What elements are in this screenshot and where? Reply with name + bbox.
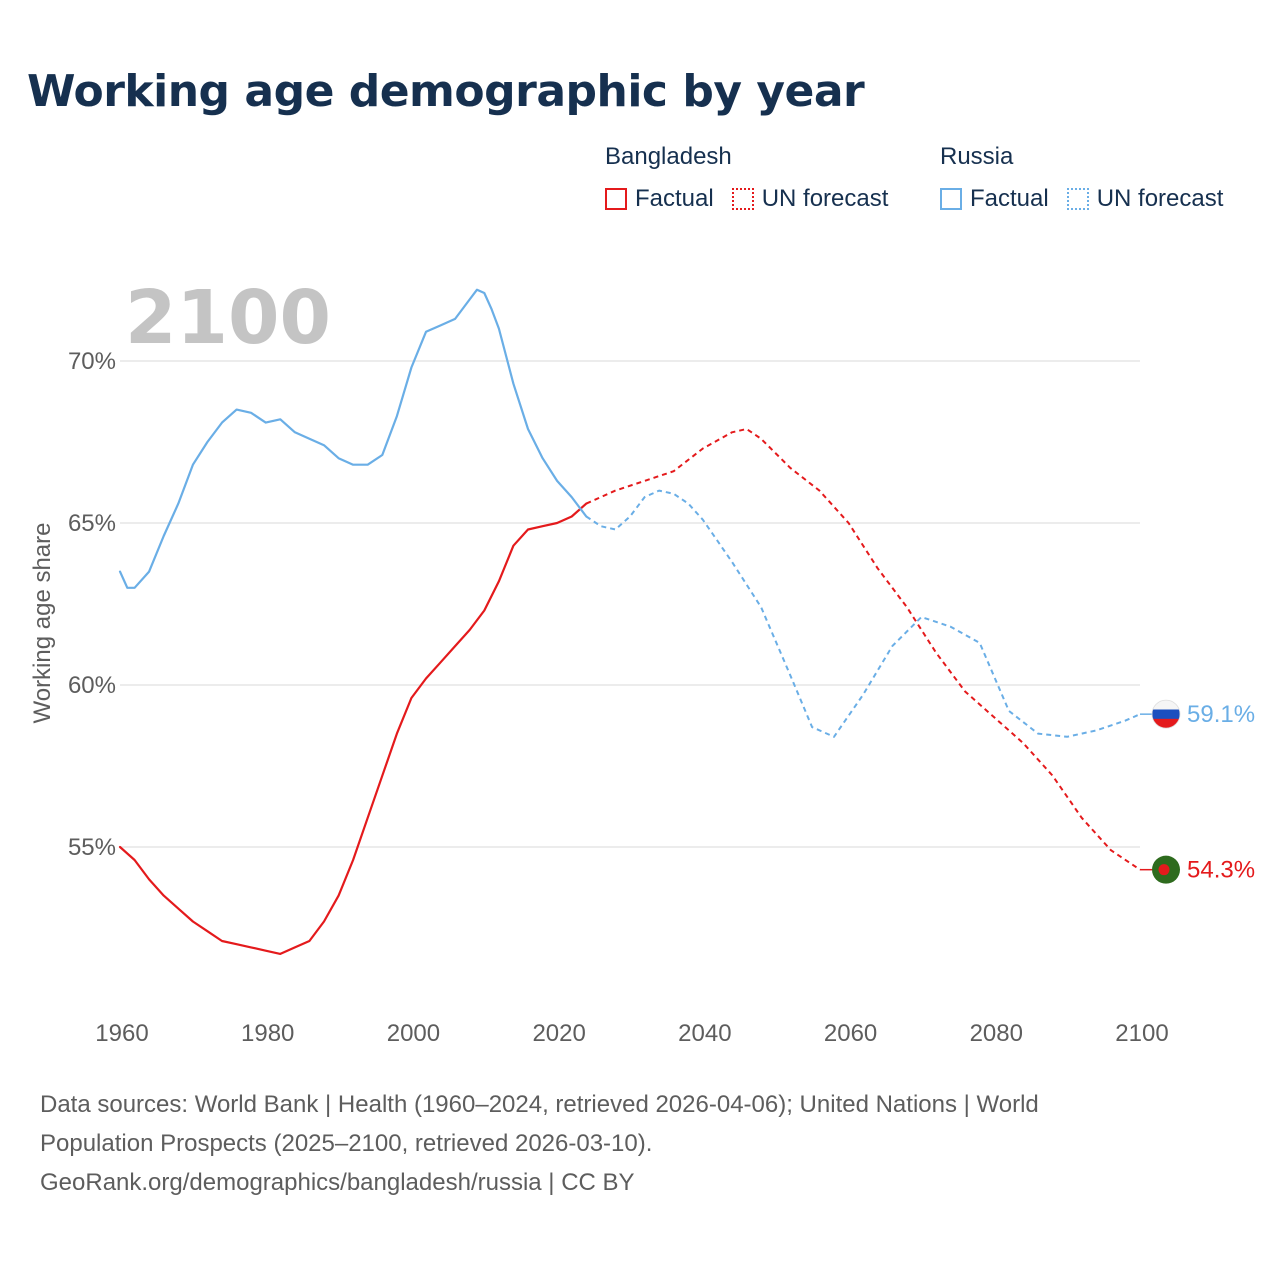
end-value-label-russia: 59.1% xyxy=(1187,701,1255,728)
y-axis: 55% 60% 65% 70% xyxy=(68,348,116,861)
legend-swatch-solid xyxy=(605,188,627,210)
legend-swatch-dotted xyxy=(731,188,754,210)
legend-item-bangladesh-factual[interactable]: Factual xyxy=(605,185,714,213)
flag-stripe xyxy=(1152,709,1180,720)
legend-swatch-solid xyxy=(940,188,962,210)
legend-group-label: Bangladesh xyxy=(605,143,732,170)
year-watermark: 2100 xyxy=(125,275,331,361)
x-tick-label: 2080 xyxy=(970,1020,1023,1047)
series xyxy=(118,288,1141,955)
y-axis-label: Working age share xyxy=(29,523,56,724)
footer-credit: GeoRank.org/demographics/bangladesh/russ… xyxy=(40,1169,635,1196)
x-tick-label: 2020 xyxy=(532,1020,585,1047)
x-tick-label: 2040 xyxy=(678,1020,731,1047)
legend-group-russia: Russia Factual UN forecast xyxy=(940,142,1241,214)
flag-stripe xyxy=(1152,718,1180,729)
flag-outline xyxy=(1151,699,1181,729)
chart-title: Working age demographic by year xyxy=(27,66,865,117)
y-tick-label: 65% xyxy=(68,510,116,537)
x-tick-label: 2060 xyxy=(824,1020,877,1047)
legend-item-label: Factual xyxy=(635,185,714,212)
footer-sources-line-1: Data sources: World Bank | Health (1960–… xyxy=(40,1091,1039,1118)
y-tick-label: 60% xyxy=(68,672,116,699)
legend-item-russia-factual[interactable]: Factual xyxy=(940,185,1049,213)
flag-disc xyxy=(1158,864,1170,876)
legend-item-label: Factual xyxy=(970,185,1049,212)
x-tick-label: 1980 xyxy=(241,1020,294,1047)
legend-group-label: Russia xyxy=(940,143,1014,170)
flag-stripe xyxy=(1152,700,1180,710)
x-axis: 1960 1980 2000 2020 2040 2060 2080 2100 xyxy=(95,1020,1168,1047)
footer: Data sources: World Bank | Health (1960–… xyxy=(40,1085,1230,1202)
footer-sources-line-2: Population Prospects (2025–2100, retriev… xyxy=(40,1130,653,1157)
gridlines xyxy=(120,360,1140,848)
y-tick-label: 70% xyxy=(68,348,116,375)
legend-group-bangladesh: Bangladesh Factual UN forecast xyxy=(605,142,906,214)
x-tick-label: 2100 xyxy=(1115,1020,1168,1047)
legend-swatch-dotted xyxy=(1066,188,1089,210)
legend-item-label: UN forecast xyxy=(1096,185,1224,212)
flag-bangladesh-icon xyxy=(1152,855,1180,884)
series-line-bangladesh-forecast xyxy=(585,428,1141,871)
y-tick-label: 55% xyxy=(68,834,116,861)
x-tick-label: 2000 xyxy=(387,1020,440,1047)
end-value-label-bangladesh: 54.3% xyxy=(1187,857,1255,884)
series-line-russia-forecast xyxy=(585,489,1141,738)
series-line-russia-factual xyxy=(118,288,588,589)
x-tick-label: 1960 xyxy=(95,1020,148,1047)
series-line-bangladesh-factual xyxy=(118,502,588,955)
legend-item-bangladesh-forecast[interactable]: UN forecast xyxy=(731,185,889,213)
legend-item-russia-forecast[interactable]: UN forecast xyxy=(1066,185,1224,213)
flag-russia-icon xyxy=(1151,699,1181,729)
legend-item-label: UN forecast xyxy=(761,185,889,212)
end-markers: 54.3% 59.1% xyxy=(1140,699,1255,884)
